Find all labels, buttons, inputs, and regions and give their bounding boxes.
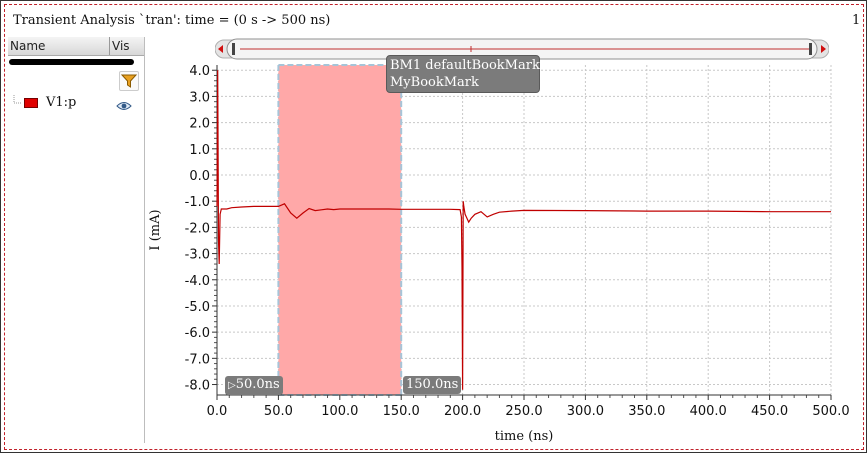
scroll-left-arrow-icon [218,45,223,53]
x-tick-label: 350.0 [628,404,665,419]
funnel-icon[interactable] [119,71,139,91]
y-tick-label: -3.0 [185,248,210,263]
signal-trace-v1p [216,70,831,390]
y-tick-label: 3.0 [189,90,210,105]
signal-color-swatch [24,98,38,108]
y-tick-label: -1.0 [185,195,210,210]
signal-list-panel: Name Vis V1:p [8,37,145,443]
x-tick-label: 400.0 [690,404,727,419]
y-tick-label: -6.0 [185,326,210,341]
x-tick-label: 50.0 [264,404,293,419]
y-tick-label: 1.0 [189,143,210,158]
x-tick-label: 100.0 [321,404,358,419]
plot-axes: 0.0 50.0 100.0 150.0 200.0 250.0 300.0 350.0 400… [185,64,850,419]
x-tick-label: 450.0 [751,404,788,419]
y-tick-label: -8.0 [185,379,210,394]
column-separator[interactable] [109,37,110,55]
x-tick-label: 0.0 [207,404,228,419]
active-subwindow-border [4,4,864,450]
page-number: 1 [852,13,861,28]
window-title: Transient Analysis `tran': time = (0 s -… [13,13,331,28]
slider-left-handle [232,43,235,55]
signal-list-header: Name Vis [8,37,144,56]
x-tick-label: 200.0 [444,404,481,419]
eye-icon[interactable] [116,97,132,116]
column-name[interactable]: Name [10,39,46,53]
bookmark-region [278,65,402,395]
y-tick-label: -4.0 [185,274,210,289]
y-axis-label: I (mA) [148,209,163,250]
y-tick-label: -7.0 [185,352,210,367]
signal-filter-bar[interactable] [9,59,134,65]
signal-name: V1:p [46,95,77,110]
scroll-right-arrow-icon [821,45,826,53]
marker-start-label[interactable]: ▷50.0ns [225,376,283,395]
column-vis[interactable]: Vis [112,39,130,53]
y-tick-label: -2.0 [185,221,210,236]
x-tick-label: 500.0 [812,404,849,419]
tooltip-line-1: BM1 defaultBookMark [390,58,540,73]
play-marker-icon: ▷ [228,380,236,391]
slider-right-handle [809,43,812,55]
marker-end-label[interactable]: 150.0ns [403,376,462,394]
tooltip-line-2: MyBookMark [390,75,479,90]
bookmark-tooltip: BM1 defaultBookMark MyBookMark [386,55,540,93]
y-tick-label: -5.0 [185,300,210,315]
y-tick-label: 4.0 [189,64,210,79]
x-tick-label: 300.0 [567,404,604,419]
x-tick-label: 150.0 [383,404,420,419]
y-tick-label: 0.0 [189,169,210,184]
tree-branch-icon [13,95,21,104]
y-tick-label: 2.0 [189,117,210,132]
x-tick-label: 250.0 [505,404,542,419]
x-axis-label: time (ns) [495,429,554,444]
